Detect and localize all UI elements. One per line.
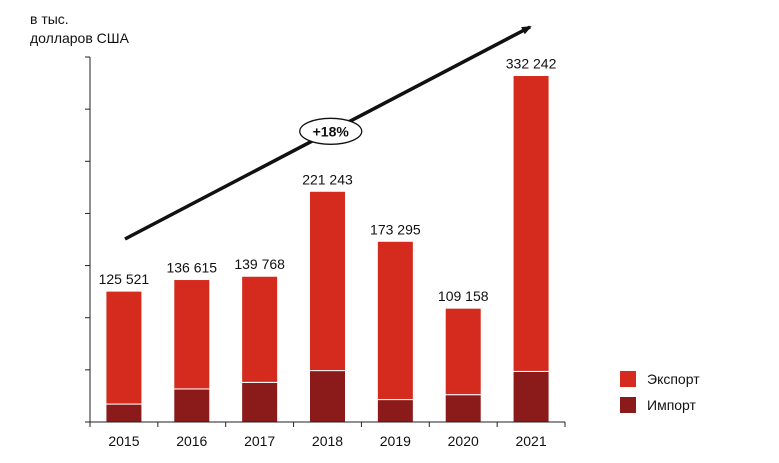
legend-swatch-export	[620, 371, 636, 387]
x-tick-label-2020: 2020	[448, 433, 479, 449]
x-tick-label-2015: 2015	[108, 433, 139, 449]
legend-label-import: Импорт	[647, 397, 697, 413]
total-label-2021: 332 242	[506, 56, 557, 72]
trend-layer: +18%	[124, 25, 532, 241]
bar-export-2017	[241, 275, 279, 383]
bar-export-2016	[173, 279, 211, 390]
bar-export-2021	[512, 75, 550, 372]
labels-layer: 125 521 2015 136 615 2016 139 768 2017 221 243…	[99, 56, 557, 449]
legend: Экспорт Импорт	[620, 371, 700, 413]
bar-import-2018	[309, 370, 346, 423]
total-label-2019: 173 295	[370, 221, 421, 237]
x-tick-label-2021: 2021	[515, 433, 546, 449]
total-label-2015: 125 521	[99, 271, 150, 287]
x-tick-label-2019: 2019	[380, 433, 411, 449]
trend-label: +18%	[313, 123, 350, 139]
bar-import-2021	[512, 370, 550, 423]
legend-swatch-import	[620, 397, 636, 413]
bars-layer	[105, 75, 550, 423]
bar-export-2020	[444, 307, 482, 396]
x-tick-label-2017: 2017	[244, 433, 275, 449]
total-label-2016: 136 615	[166, 260, 217, 276]
total-label-2017: 139 768	[234, 256, 285, 272]
bar-import-2019	[376, 399, 414, 423]
axes-layer	[85, 56, 566, 427]
bar-export-2019	[376, 240, 414, 401]
total-label-2018: 221 243	[302, 171, 353, 187]
x-tick-label-2018: 2018	[312, 433, 343, 449]
legend-label-export: Экспорт	[647, 371, 700, 387]
unit-label-line-1: в тыс.	[30, 11, 69, 27]
y-axis-unit-label: в тыс. долларов США	[30, 10, 129, 48]
bar-import-2015	[105, 403, 143, 423]
bar-import-2020	[444, 394, 482, 423]
unit-label-line-2: долларов США	[30, 30, 129, 46]
bar-export-2015	[105, 290, 143, 405]
bar-export-2018	[309, 190, 346, 372]
total-label-2020: 109 158	[438, 288, 489, 304]
x-tick-label-2016: 2016	[176, 433, 207, 449]
bar-import-2016	[173, 388, 211, 423]
trend-badge	[299, 117, 363, 145]
bar-import-2017	[241, 381, 279, 423]
